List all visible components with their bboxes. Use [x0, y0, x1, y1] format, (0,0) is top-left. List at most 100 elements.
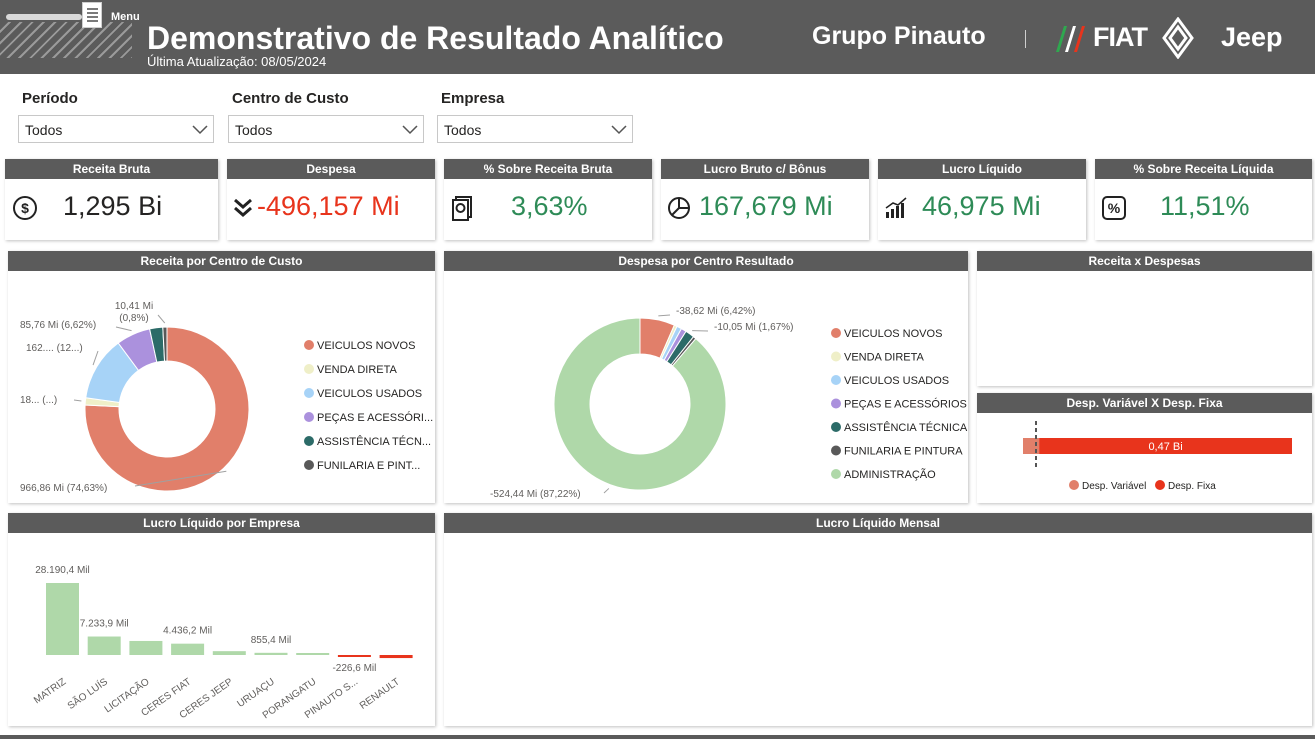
desp-var-fixa-chart[interactable]: 0,47 Bi Desp. Variável Desp. Fixa — [977, 413, 1312, 503]
data-label: -38,62 Mi (6,42%) — [676, 306, 755, 317]
brand-name: Grupo Pinauto — [812, 22, 986, 50]
legend-item[interactable]: Desp. Fixa — [1168, 481, 1216, 492]
data-label: 855,4 Mil — [251, 635, 292, 646]
growth-chart-icon — [885, 197, 907, 218]
legend-item[interactable]: Desp. Variável — [1082, 481, 1146, 492]
filter-label: Período — [22, 90, 78, 107]
leader-line — [603, 488, 610, 494]
chevron-down-icon — [192, 125, 208, 135]
data-label: 966,86 Mi (74,63%) — [20, 483, 107, 494]
pie-slice[interactable] — [84, 326, 250, 492]
leader-line — [134, 470, 227, 487]
double-chevron-down-icon — [234, 198, 252, 217]
panel-title: Despesa por Centro Resultado — [444, 251, 968, 271]
bar[interactable] — [379, 655, 413, 659]
data-label: 10,41 Mi — [115, 301, 153, 312]
leader-line — [658, 314, 671, 317]
legend-marker — [304, 436, 314, 446]
legend-marker — [831, 422, 841, 432]
legend-item[interactable]: PEÇAS E ACESSÓRIOS — [844, 398, 967, 411]
panel-title: Receita x Despesas — [977, 251, 1312, 271]
legend-item[interactable]: VEICULOS USADOS — [844, 375, 949, 387]
kpi-value: 46,975 Mi — [922, 191, 1041, 221]
leader-line — [92, 350, 99, 366]
brand-divider — [1025, 30, 1026, 48]
data-label: (0,8%) — [119, 313, 148, 324]
panel-title: Receita por Centro de Custo — [8, 251, 435, 271]
legend-item[interactable]: ADMINISTRAÇÃO — [844, 468, 936, 481]
kpi-title: Lucro Líquido — [878, 159, 1086, 179]
filter-empresa-dropdown[interactable]: Todos — [437, 115, 633, 143]
despesa-centro-chart[interactable]: -38,62 Mi (6,42%) -10,05 Mi (1,67%) -524,4… — [444, 271, 968, 503]
legend-marker — [831, 469, 841, 479]
kpi-despesa: Despesa -496,157 Mi — [227, 159, 435, 240]
legend-item[interactable]: ASSISTÊNCIA TÉCNICA — [844, 421, 968, 434]
menu-slider[interactable] — [6, 14, 82, 20]
legend-item[interactable]: VENDA DIRETA — [317, 364, 398, 376]
fiat-stripes-icon — [1056, 26, 1085, 52]
panel-title: Desp. Variável X Desp. Fixa — [977, 393, 1312, 413]
filter-value: Todos — [25, 122, 63, 138]
legend-item[interactable]: VEICULOS NOVOS — [317, 340, 415, 352]
report-icon — [452, 196, 472, 221]
pie-slice[interactable] — [162, 326, 168, 362]
svg-text:$: $ — [21, 200, 29, 216]
filter-label: Empresa — [441, 90, 505, 107]
legend-item[interactable]: FUNILARIA E PINT... — [317, 460, 420, 472]
panel-title: Lucro Líquido Mensal — [444, 513, 1312, 533]
legend-item[interactable]: PEÇAS E ACESSÓRI... — [317, 411, 433, 424]
legend-item[interactable]: VENDA DIRETA — [844, 352, 925, 364]
panel-despesa-centro: Despesa por Centro Resultado -38,62 Mi (… — [444, 251, 968, 503]
panel-lucro-empresa: Lucro Líquido por Empresa 28.190,4 Mil MA… — [8, 513, 435, 726]
filter-centro-custo-dropdown[interactable]: Todos — [228, 115, 424, 143]
legend-marker — [1155, 480, 1165, 490]
legend-item[interactable]: FUNILARIA E PINTURA — [844, 446, 963, 458]
panel-desp-var-fixa: Desp. Variável X Desp. Fixa 0,47 Bi Desp.… — [977, 393, 1312, 503]
legend-item[interactable]: VEICULOS NOVOS — [844, 328, 942, 340]
receita-centro-chart[interactable]: 966,86 Mi (74,63%) 18... (...) 162.... (12… — [8, 271, 435, 503]
bar[interactable] — [212, 651, 246, 655]
chevron-down-icon — [611, 125, 627, 135]
bar[interactable] — [46, 583, 79, 655]
data-label: 85,76 Mi (6,62%) — [20, 320, 96, 331]
filter-periodo: Período Todos — [18, 90, 214, 143]
bar[interactable] — [171, 643, 205, 655]
panel-lucro-mensal: Lucro Líquido Mensal — [444, 513, 1312, 726]
bar-desp-fixa[interactable] — [1039, 438, 1292, 454]
menu-label[interactable]: Menu — [111, 11, 140, 23]
pie-slice[interactable] — [553, 317, 727, 491]
data-label: 4.436,2 Mil — [163, 626, 212, 637]
kpi-title: % Sobre Receita Líquida — [1095, 159, 1312, 179]
legend-marker — [831, 351, 841, 362]
legend-item[interactable]: VEICULOS USADOS — [317, 388, 422, 400]
data-label: -524,44 Mi (87,22%) — [490, 489, 581, 500]
bar[interactable] — [129, 640, 163, 655]
filter-centro-custo: Centro de Custo Todos — [228, 90, 424, 143]
panel-receita-centro: Receita por Centro de Custo 966,86 Mi (7… — [8, 251, 435, 503]
legend-marker — [831, 445, 841, 456]
legend-item[interactable]: ASSISTÊNCIA TÉCN... — [317, 435, 431, 448]
bar[interactable] — [87, 636, 121, 655]
data-label: 18... (...) — [20, 395, 57, 406]
kpi-lucro-bruto: Lucro Bruto c/ Bônus 167,679 Mi — [661, 159, 869, 240]
bar[interactable] — [296, 653, 330, 655]
menu-icon[interactable] — [82, 2, 102, 28]
kpi-value: 1,295 Bi — [63, 191, 163, 221]
legend-marker — [831, 398, 841, 409]
bar[interactable] — [254, 652, 288, 655]
filter-label: Centro de Custo — [232, 90, 349, 107]
header-bar: Menu Demonstrativo de Resultado Analític… — [0, 0, 1315, 74]
axis-tick-label: MATRIZ — [32, 676, 68, 706]
data-label: 7.233,9 Mil — [80, 619, 129, 630]
svg-text:%: % — [1108, 200, 1121, 216]
legend-marker — [831, 328, 841, 338]
kpi-title: % Sobre Receita Bruta — [444, 159, 652, 179]
jeep-logo: Jeep — [1221, 22, 1283, 52]
data-label: 162.... (12...) — [26, 343, 83, 354]
bar[interactable] — [337, 655, 371, 657]
kpi-title: Receita Bruta — [5, 159, 218, 179]
kpi-title: Despesa — [227, 159, 435, 179]
filter-periodo-dropdown[interactable]: Todos — [18, 115, 214, 143]
bottom-border — [0, 735, 1315, 739]
